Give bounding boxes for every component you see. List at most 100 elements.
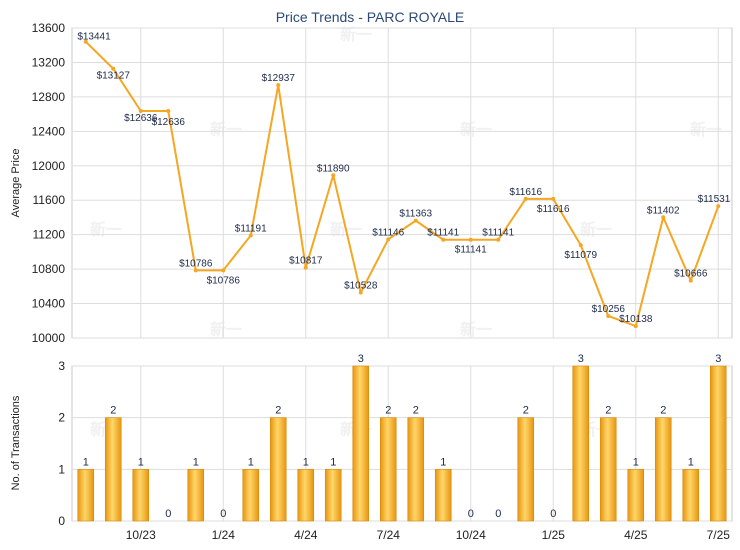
price-point [606,313,611,318]
transaction-bar [379,417,397,522]
transaction-count-label: 1 [248,456,254,468]
watermark-layer: 新一新一新一新一新一新一新一新一新一新一新一新一 [90,25,722,439]
watermark-text: 新一 [460,120,492,139]
price-point [358,290,363,295]
price-data-label: $13127 [97,71,131,82]
price-point [138,109,143,114]
watermark-text: 新一 [460,320,492,339]
transaction-count-label: 3 [578,353,584,365]
price-data-label: $11402 [647,205,680,216]
watermark-text: 新一 [340,25,372,44]
price-data-label: $10528 [344,281,378,292]
price-point [551,196,556,201]
price-y-axis-label: Average Price [10,149,22,218]
transaction-count-label: 1 [633,456,639,468]
chart-title: Price Trends - PARC ROYALE [276,9,465,25]
transaction-count-label: 0 [550,508,556,520]
price-point [661,215,666,220]
x-tick-label: 1/24 [212,528,236,542]
price-data-label: $11191 [235,223,267,234]
transactions-grid: 0 1 2 3 10/23 1/24 4/24 7/24 10/24 1/25 4/25 7/25 [58,359,733,542]
price-data-label: $10138 [619,314,653,325]
transaction-count-label: 1 [330,456,336,468]
price-point [716,204,721,209]
transaction-count-label: 1 [688,456,694,468]
price-point [578,243,583,248]
price-data-label: $11890 [317,163,350,174]
transaction-bar [599,417,617,522]
price-point [166,109,171,114]
price-line [85,40,720,328]
price-data-label: $10817 [289,256,323,267]
price-data-label: $11616 [509,187,542,198]
price-y-tick-label: 10800 [32,262,66,276]
transaction-count-label: 1 [440,456,446,468]
x-tick-label: 4/25 [624,528,648,542]
transaction-count-label: 0 [165,508,171,520]
price-y-tick-label: 10400 [32,297,66,311]
price-point [688,278,693,283]
transaction-count-label: 2 [385,405,391,417]
price-line-layer [83,39,721,329]
price-data-label: $11146 [372,227,404,238]
transaction-count-label: 2 [660,405,666,417]
transaction-count-label: 3 [358,353,364,365]
price-y-tick-label: 11600 [33,193,66,207]
price-data-label: $11531 [698,194,731,205]
transaction-count-label: 0 [468,508,474,520]
x-tick-label: 10/24 [456,528,486,542]
transactions-y-tick-label: 0 [58,514,65,528]
price-data-label: $10786 [179,258,213,269]
transaction-bar [352,365,370,522]
transaction-bar [324,469,342,522]
x-tick-label: 1/25 [542,528,566,542]
price-data-label: $12636 [124,113,158,124]
watermark-text: 新一 [580,220,612,239]
price-point [523,196,528,201]
price-point [441,237,446,242]
transaction-bar [654,417,672,522]
transaction-count-label: 1 [83,456,89,468]
price-data-label: $10666 [674,269,708,280]
transaction-count-label: 2 [523,405,529,417]
price-y-tick-label: 13200 [32,55,66,69]
price-data-label: $10786 [207,275,241,286]
transaction-count-label: 0 [495,508,501,520]
transaction-bar [269,417,287,522]
price-y-tick-label: 11200 [33,228,66,242]
price-point [83,39,88,44]
price-point [276,83,281,88]
x-tick-label: 4/24 [294,528,318,542]
price-data-label: $11141 [455,245,487,256]
transaction-count-label: 1 [303,456,309,468]
price-data-label: $11363 [399,209,432,220]
transaction-bar [77,469,95,522]
transaction-bar [297,469,315,522]
price-data-label: $13441 [77,32,111,43]
price-y-tick-label: 12400 [32,124,66,138]
price-y-tick-label: 10000 [32,331,66,345]
price-y-tick-label: 12000 [32,159,66,173]
price-point [221,268,226,273]
watermark-text: 新一 [90,220,122,239]
price-y-tick-label: 12800 [32,90,66,104]
data-labels: $13441 $13127 $12636$12636 $10786 $10786 $111… [77,32,730,325]
transaction-bar [517,417,535,522]
price-point [633,324,638,329]
transactions-y-tick-label: 2 [58,411,65,425]
transaction-bar [104,417,122,522]
price-data-label: $12636 [152,117,186,128]
price-plot-frame [71,27,733,339]
price-point [111,66,116,71]
price-point [193,268,198,273]
price-data-label: $11616 [537,204,570,215]
transaction-bar [187,469,205,522]
watermark-text: 新一 [210,120,242,139]
x-tick-label: 7/25 [707,528,731,542]
transactions-y-tick-label: 1 [58,462,65,476]
transaction-count-label: 1 [193,456,199,468]
x-tick-label: 10/23 [126,528,156,542]
x-tick-label: 7/24 [377,528,401,542]
transaction-bar [682,469,700,522]
